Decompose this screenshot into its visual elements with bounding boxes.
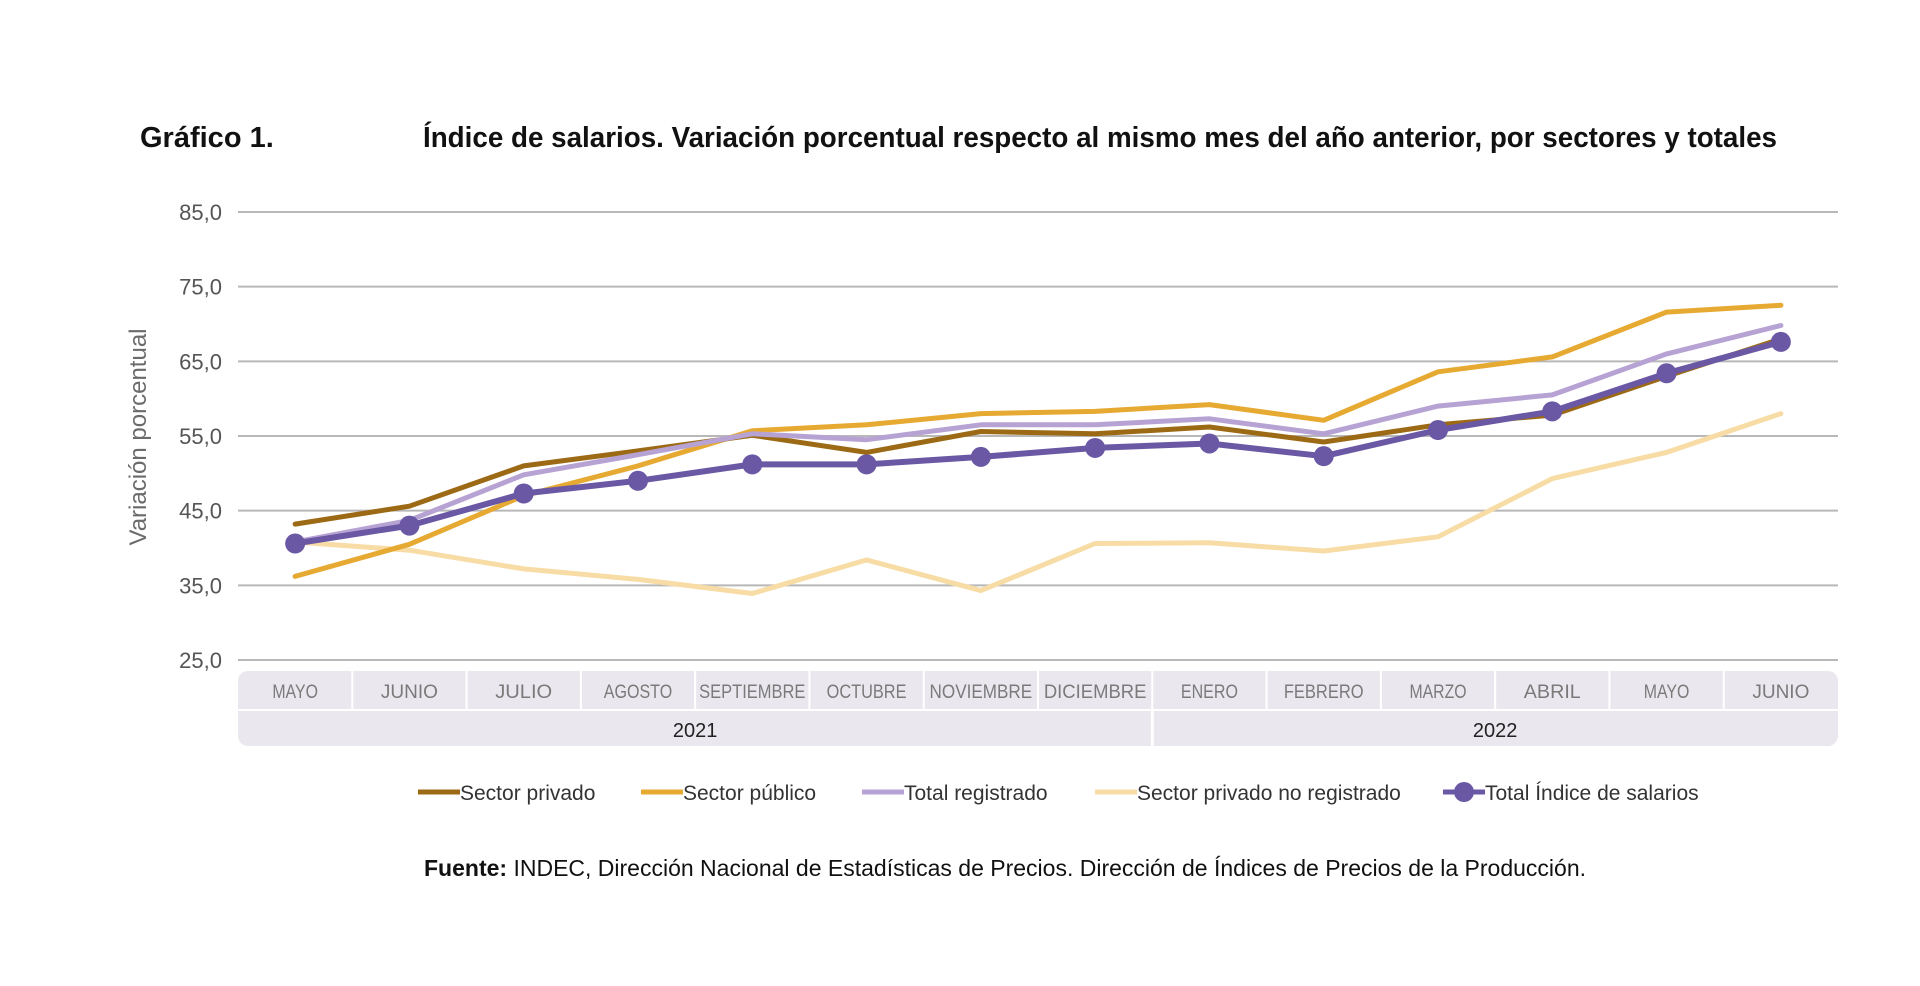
y-tick-label: 55,0 (179, 424, 222, 449)
source-note-text: INDEC, Dirección Nacional de Estadística… (507, 855, 1586, 881)
year-label: 2022 (1473, 720, 1518, 742)
x-tick-label: JUNIO (1752, 682, 1809, 703)
x-tick-label: FEBRERO (1284, 682, 1364, 703)
y-tick-label: 45,0 (179, 499, 222, 524)
y-tick-label: 35,0 (179, 573, 222, 598)
data-point-total-indice-de-salarios (856, 454, 877, 475)
x-tick-label: JUNIO (381, 682, 438, 703)
series-line-total-registrado (292, 323, 1784, 545)
legend-marker-total-indice-de-salarios (1454, 782, 1474, 802)
gridlines (238, 211, 1838, 661)
x-tick-label: MAYO (1644, 682, 1690, 703)
series-line-sector-publico (292, 302, 1784, 579)
data-point-total-indice-de-salarios (1770, 331, 1791, 352)
data-point-total-indice-de-salarios (1542, 401, 1563, 422)
legend-label-sector-publico: Sector público (683, 782, 816, 805)
x-tick-label: NOVIEMBRE (930, 682, 1033, 703)
y-axis-ticks: 85,0 75,0 65,0 55,0 45,0 35,0 25,0 (179, 200, 222, 673)
legend-label-total-indice-de-salarios: Total Índice de salarios (1485, 782, 1699, 805)
x-tick-label: ENERO (1181, 682, 1238, 703)
y-tick-label: 25,0 (179, 648, 222, 673)
data-point-total-indice-de-salarios (399, 515, 420, 536)
x-tick-label: MAYO (272, 682, 318, 703)
y-tick-label: 75,0 (179, 275, 222, 300)
y-axis-label: Variación porcentual (125, 328, 152, 545)
data-point-total-indice-de-salarios (628, 470, 648, 491)
series-line-total-indice-de-salarios (292, 338, 1784, 547)
legend-label-total-registrado: Total registrado (904, 782, 1048, 805)
data-point-total-indice-de-salarios (513, 483, 534, 504)
x-axis-band: MAYO JUNIO JULIO AGOSTO SEPTIEMBRE OCTUBRE NOV… (238, 671, 1838, 746)
source-note-label: Fuente: (424, 855, 507, 881)
data-point-total-indice-de-salarios (1428, 420, 1448, 441)
x-tick-label: OCTUBRE (827, 682, 907, 703)
data-point-total-indice-de-salarios (970, 446, 991, 467)
legend-label-sector-privado-no-registrado: Sector privado no registrado (1137, 782, 1401, 805)
data-point-total-indice-de-salarios (1656, 363, 1677, 384)
x-tick-label: SEPTIEMBRE (699, 682, 805, 703)
data-point-total-indice-de-salarios (285, 533, 306, 554)
y-tick-label: 65,0 (179, 349, 222, 374)
chart-title: Índice de salarios. Variación porcentual… (423, 120, 1777, 154)
data-point-total-indice-de-salarios (1085, 437, 1106, 458)
x-tick-label: MARZO (1410, 682, 1467, 703)
plot-series (285, 302, 1791, 596)
x-tick-label: AGOSTO (604, 682, 672, 703)
x-tick-label: ABRIL (1524, 682, 1581, 703)
x-tick-label: JULIO (495, 682, 552, 703)
data-point-total-indice-de-salarios (1199, 433, 1220, 454)
source-note: Fuente: INDEC, Dirección Nacional de Est… (424, 855, 1586, 881)
legend-label-sector-privado: Sector privado (460, 782, 595, 805)
x-tick-label: DICIEMBRE (1044, 682, 1147, 703)
chart-label: Gráfico 1. (140, 122, 274, 154)
data-point-total-indice-de-salarios (1313, 446, 1334, 467)
year-label: 2021 (673, 720, 718, 742)
legend: Sector privado Sector público Total regist… (418, 782, 1699, 805)
y-tick-label: 85,0 (179, 200, 222, 225)
series-line-sector-privado-no-registrado (292, 411, 1784, 596)
data-point-total-indice-de-salarios (742, 454, 763, 475)
